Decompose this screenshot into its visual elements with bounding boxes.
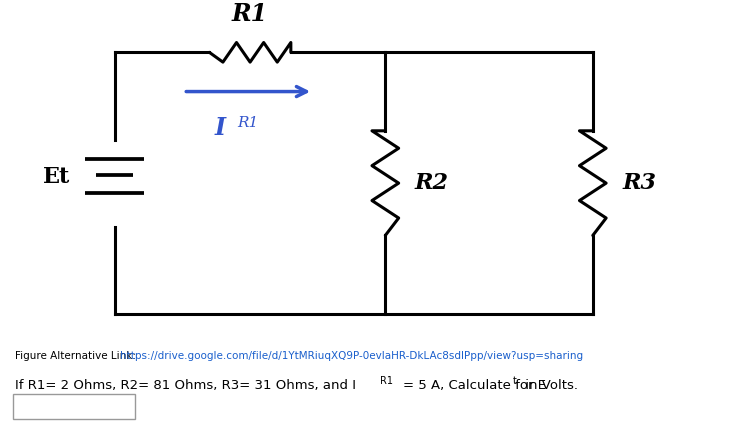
Text: R1: R1 <box>232 2 268 26</box>
Text: R3: R3 <box>622 172 657 194</box>
Text: in Volts.: in Volts. <box>521 379 578 392</box>
Text: Et: Et <box>43 166 70 187</box>
Text: If R1= 2 Ohms, R2= 81 Ohms, R3= 31 Ohms, and I: If R1= 2 Ohms, R2= 81 Ohms, R3= 31 Ohms,… <box>15 379 356 392</box>
Text: t: t <box>513 376 516 386</box>
Text: https://drive.google.com/file/d/1YtMRiuqXQ9P-0evlaHR-DkLAc8sdIPpp/view?usp=shari: https://drive.google.com/file/d/1YtMRiuq… <box>120 351 583 361</box>
Text: R2: R2 <box>415 172 449 194</box>
Text: R1: R1 <box>237 116 258 130</box>
Text: I: I <box>215 116 226 140</box>
Text: R1: R1 <box>380 376 393 386</box>
Text: = 5 A, Calculate for E: = 5 A, Calculate for E <box>403 379 546 392</box>
FancyBboxPatch shape <box>13 394 135 419</box>
Text: Figure Alternative Link:: Figure Alternative Link: <box>15 351 139 361</box>
